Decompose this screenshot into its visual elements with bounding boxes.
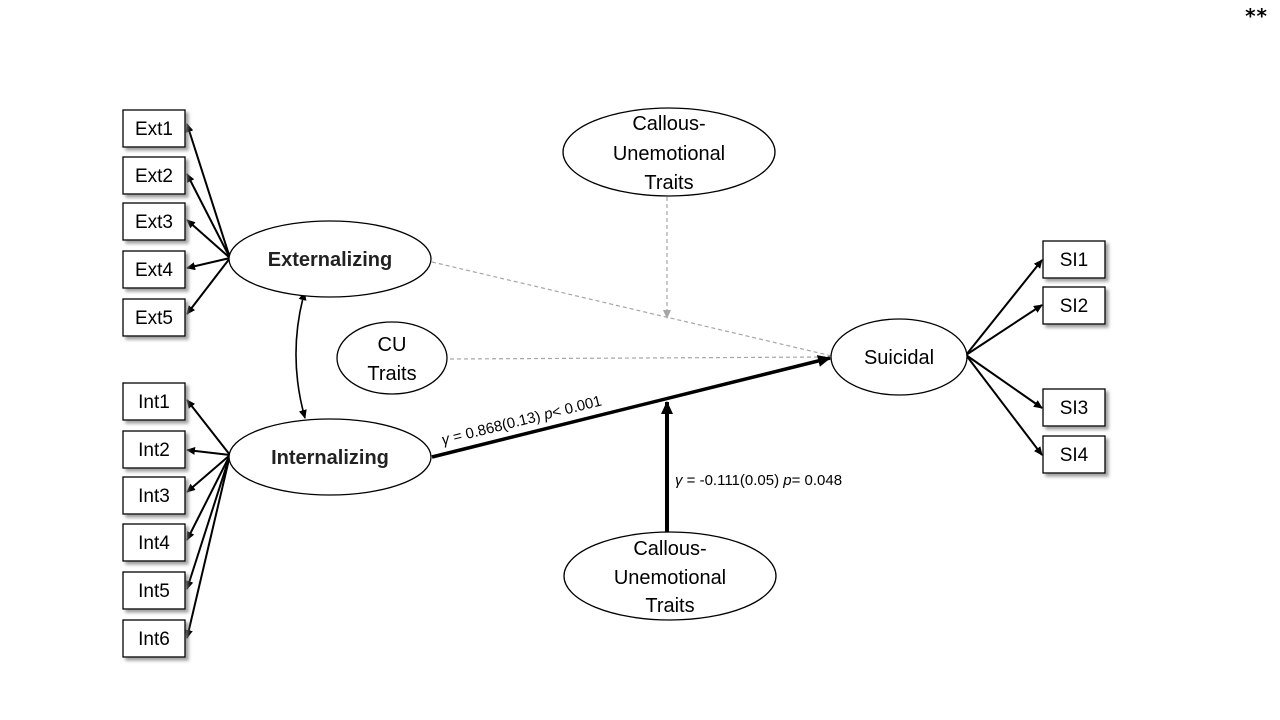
svg-text:Ext2: Ext2 xyxy=(135,166,173,187)
latent-cu-traits: CU Traits xyxy=(336,321,448,395)
indicator-si3: SI3 xyxy=(1042,388,1106,427)
svg-text:Callous-: Callous- xyxy=(632,113,705,135)
svg-text:Ext4: Ext4 xyxy=(135,260,173,281)
suicidal-indicators: SI1 SI2 SI3 SI4 xyxy=(1042,240,1106,474)
latent-suicidal: Suicidal xyxy=(830,318,968,396)
svg-text:Unemotional: Unemotional xyxy=(614,567,726,589)
suicidal-loadings xyxy=(965,259,1043,456)
indicator-ext2: Ext2 xyxy=(122,156,186,195)
indicator-si1: SI1 xyxy=(1042,240,1106,279)
svg-text:SI2: SI2 xyxy=(1060,296,1089,317)
svg-text:Int1: Int1 xyxy=(138,392,170,413)
latent-externalizing-label: Externalizing xyxy=(268,249,392,271)
svg-text:Ext5: Ext5 xyxy=(135,308,173,329)
externalizing-indicators: Ext1 Ext2 Ext3 Ext4 Ext5 xyxy=(122,109,186,337)
path-cu-traits-to-suicidal xyxy=(449,356,831,360)
coef-moderation: γ = -0.111(0.05) p= 0.048 xyxy=(675,472,842,489)
svg-text:Ext3: Ext3 xyxy=(135,212,173,233)
svg-text:SI3: SI3 xyxy=(1060,398,1089,419)
indicator-int4: Int4 xyxy=(122,523,186,562)
internalizing-loadings xyxy=(184,399,231,639)
latent-internalizing-label: Internalizing xyxy=(271,447,389,469)
svg-text:Callous-: Callous- xyxy=(633,538,706,560)
indicator-int1: Int1 xyxy=(122,382,186,421)
externalizing-loadings xyxy=(185,123,231,315)
moderator-cu-bottom: Callous- Unemotional Traits xyxy=(563,531,777,621)
moderator-cu-top: Callous- Unemotional Traits xyxy=(562,107,776,197)
indicator-si2: SI2 xyxy=(1042,286,1106,325)
svg-text:SI1: SI1 xyxy=(1060,250,1089,271)
svg-text:Traits: Traits xyxy=(644,172,693,194)
svg-text:Int6: Int6 xyxy=(138,629,170,650)
svg-text:Int3: Int3 xyxy=(138,486,170,507)
indicator-int3: Int3 xyxy=(122,476,186,515)
svg-text:Int5: Int5 xyxy=(138,581,170,602)
internalizing-indicators: Int1 Int2 Int3 Int4 Int5 Int6 xyxy=(122,382,186,658)
svg-text:Int2: Int2 xyxy=(138,440,170,461)
svg-text:Int4: Int4 xyxy=(138,533,170,554)
svg-text:Traits: Traits xyxy=(367,363,416,385)
indicator-ext1: Ext1 xyxy=(122,109,186,148)
indicator-int5: Int5 xyxy=(122,571,186,610)
indicator-int6: Int6 xyxy=(122,619,186,658)
corner-mark: ** xyxy=(1245,4,1268,28)
path-internalizing-to-suicidal xyxy=(431,355,831,459)
indicator-si4: SI4 xyxy=(1042,435,1106,474)
svg-text:SI4: SI4 xyxy=(1060,445,1089,466)
latent-suicidal-label: Suicidal xyxy=(864,347,934,369)
svg-text:Ext1: Ext1 xyxy=(135,119,173,140)
svg-text:Unemotional: Unemotional xyxy=(613,143,725,165)
indicator-ext3: Ext3 xyxy=(122,202,186,241)
indicator-ext5: Ext5 xyxy=(122,298,186,337)
latent-externalizing: Externalizing xyxy=(228,220,432,298)
indicator-int2: Int2 xyxy=(122,430,186,469)
covariance-externalizing-internalizing xyxy=(295,291,307,419)
latent-internalizing: Internalizing xyxy=(228,418,432,496)
svg-text:CU: CU xyxy=(378,334,407,356)
significant-paths xyxy=(431,355,831,534)
path-externalizing-to-suicidal xyxy=(431,261,833,357)
indicator-ext4: Ext4 xyxy=(122,250,186,289)
dashed-paths xyxy=(431,197,833,360)
svg-text:Traits: Traits xyxy=(645,595,694,617)
